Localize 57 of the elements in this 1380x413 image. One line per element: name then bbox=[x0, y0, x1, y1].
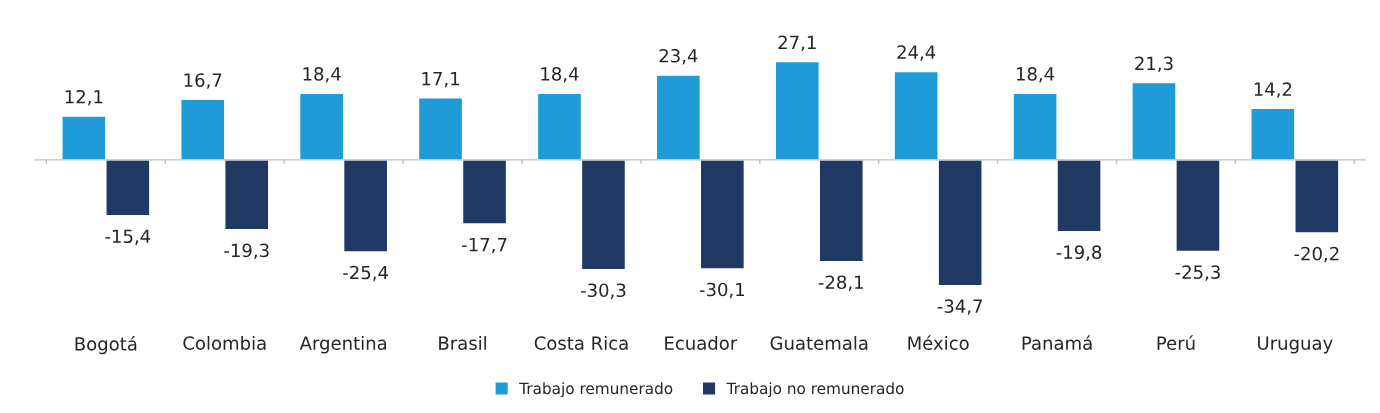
legend-label: Trabajo remunerado bbox=[519, 382, 673, 398]
data-label: -28,1 bbox=[818, 275, 863, 291]
bar bbox=[699, 159, 746, 270]
data-label: -30,1 bbox=[699, 282, 745, 299]
data-label: -15,4 bbox=[105, 229, 151, 245]
x-tick-label: Guatemala bbox=[770, 335, 868, 350]
data-label: 18,4 bbox=[1016, 67, 1055, 83]
bar bbox=[105, 159, 151, 217]
x-tick-label: Argentina bbox=[299, 335, 387, 354]
data-label: -25,4 bbox=[343, 265, 388, 282]
bar bbox=[61, 115, 107, 161]
bar bbox=[180, 98, 226, 161]
data-label: 18,4 bbox=[303, 67, 341, 83]
data-label: 23,4 bbox=[659, 48, 698, 65]
bar bbox=[342, 159, 389, 253]
bar bbox=[536, 92, 583, 161]
x-tick-label: Panamá bbox=[1022, 335, 1092, 350]
bar bbox=[893, 70, 939, 161]
data-label: 24,4 bbox=[897, 45, 936, 61]
x-tick-label: Brasil bbox=[439, 335, 487, 350]
x-tick-label: Perú bbox=[1157, 335, 1195, 350]
data-label: -19,8 bbox=[1056, 245, 1102, 261]
x-tick-label: Bogotá bbox=[75, 335, 137, 355]
x-tick-label: México bbox=[908, 335, 969, 350]
bar bbox=[655, 74, 702, 161]
bar bbox=[1131, 81, 1177, 161]
bar bbox=[1250, 107, 1296, 161]
bar bbox=[1294, 159, 1340, 234]
data-label: 14,2 bbox=[1254, 82, 1292, 98]
x-tick-label: Ecuador bbox=[665, 335, 738, 350]
data-label: -30,3 bbox=[580, 283, 626, 299]
bar bbox=[1056, 159, 1102, 233]
x-tick-label: Costa Rica bbox=[534, 335, 628, 350]
data-label: 12,1 bbox=[65, 89, 103, 106]
bar bbox=[224, 159, 270, 231]
legend-label: Trabajo no remunerado bbox=[726, 382, 904, 398]
data-label: 18,4 bbox=[541, 67, 579, 83]
bar bbox=[580, 159, 627, 271]
bar bbox=[417, 97, 464, 161]
x-tick-label: Colombia bbox=[183, 335, 266, 350]
bar bbox=[461, 159, 508, 225]
data-label: -19,3 bbox=[224, 243, 269, 260]
data-label: -34,7 bbox=[937, 299, 982, 315]
data-label: -25,3 bbox=[1175, 265, 1220, 281]
bar bbox=[298, 92, 345, 161]
data-label: 27,1 bbox=[778, 35, 816, 52]
data-label: -20,2 bbox=[1294, 246, 1339, 263]
data-label: 21,3 bbox=[1135, 56, 1173, 73]
bar bbox=[818, 159, 864, 263]
bar bbox=[774, 60, 820, 161]
bar bbox=[1175, 159, 1221, 253]
data-label: 16,7 bbox=[184, 73, 222, 89]
bar bbox=[937, 159, 983, 287]
x-tick-label: Uruguay bbox=[1258, 336, 1333, 354]
data-label: -17,7 bbox=[462, 238, 507, 254]
bar bbox=[1012, 92, 1058, 161]
data-label: 17,1 bbox=[422, 72, 459, 88]
